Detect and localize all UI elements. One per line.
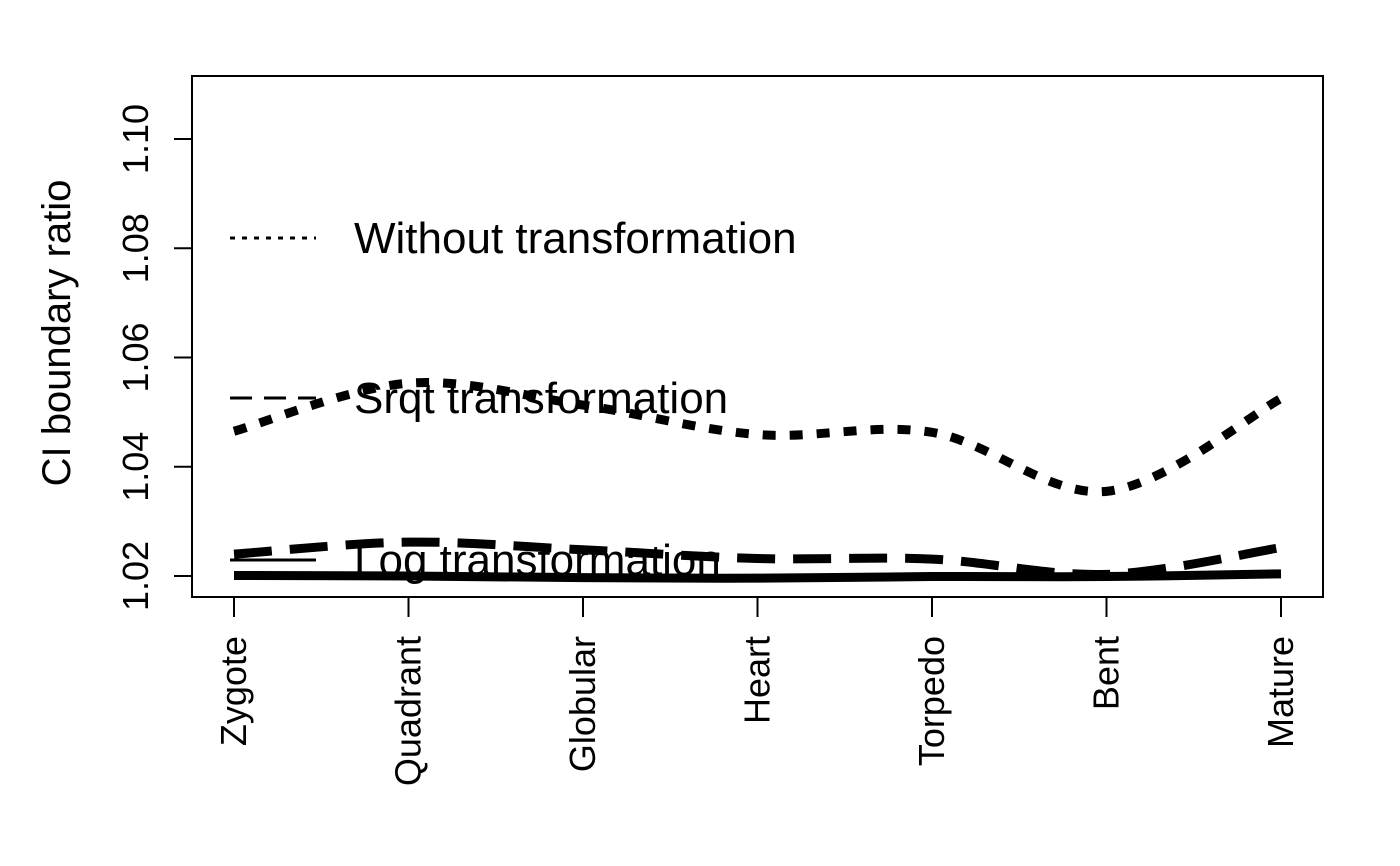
series-line-solid bbox=[233, 569, 1282, 583]
x-axis: Zygote Quadrant Globular Heart Torpedo Bent Ma… bbox=[213, 596, 1301, 786]
y-tick-label: 1.06 bbox=[115, 322, 156, 392]
y-tick-label: 1.08 bbox=[115, 213, 156, 283]
x-tick-label: Zygote bbox=[213, 636, 254, 746]
legend-label: Log transformation bbox=[354, 536, 721, 585]
x-tick-label: Globular bbox=[562, 636, 603, 772]
x-tick-label: Torpedo bbox=[911, 636, 952, 766]
x-tick-label: Bent bbox=[1086, 636, 1127, 710]
y-tick-label: 1.10 bbox=[115, 104, 156, 174]
y-axis: 1.02 1.04 1.06 1.08 1.10 bbox=[115, 104, 193, 611]
y-axis-title: CI boundary ratio bbox=[35, 180, 79, 487]
series-layer bbox=[232, 378, 1284, 583]
plot-frame bbox=[191, 75, 1324, 598]
y-tick-label: 1.04 bbox=[115, 432, 156, 502]
x-tick-label: Quadrant bbox=[388, 636, 429, 786]
y-tick-label: 1.02 bbox=[115, 541, 156, 611]
x-tick-label: Mature bbox=[1260, 636, 1301, 748]
series-line-dotted bbox=[232, 378, 1284, 497]
legend-label: Without transformation bbox=[354, 214, 797, 263]
x-tick-label: Heart bbox=[737, 636, 778, 724]
legend: Without transformation Srqt transformatio… bbox=[230, 214, 797, 585]
legend-label: Srqt transformation bbox=[354, 374, 728, 423]
